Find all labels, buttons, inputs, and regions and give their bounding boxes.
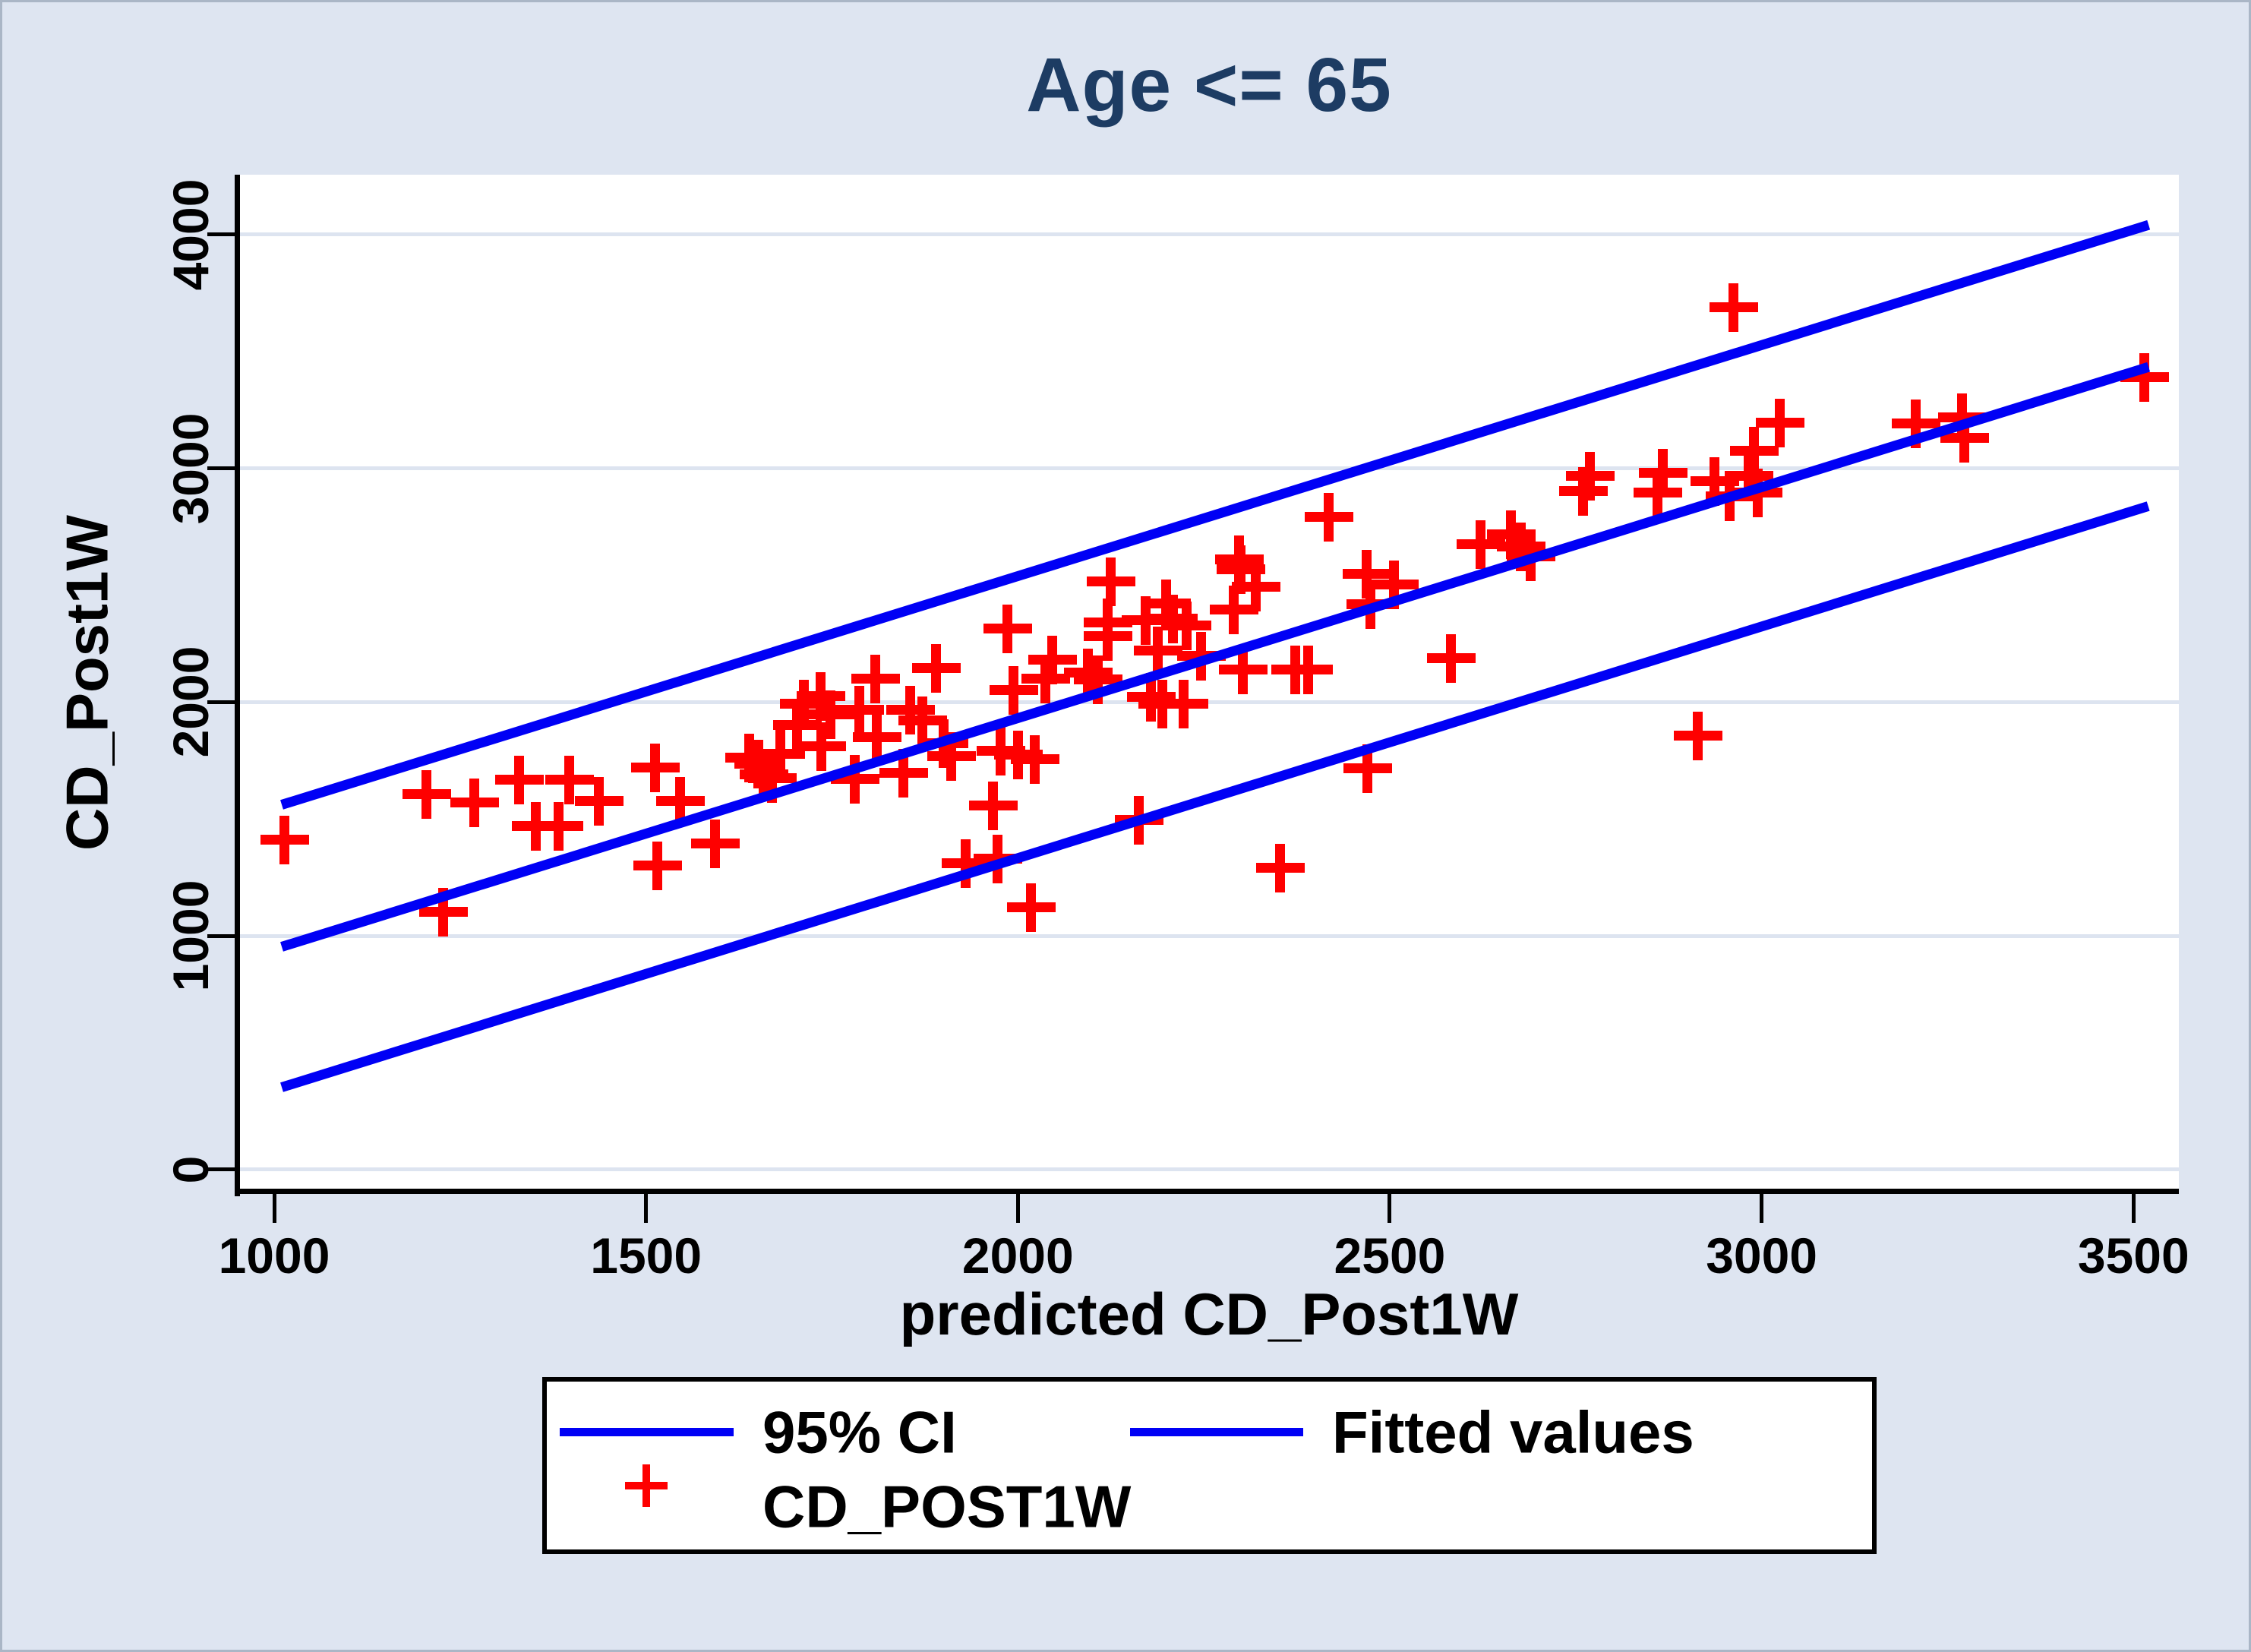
x-tick-1500	[644, 1191, 649, 1223]
x-tick-label-3000: 3000	[1706, 1227, 1818, 1284]
fitted-line-swatch	[1130, 1428, 1303, 1436]
y-tick-label-text: 3000	[163, 412, 219, 525]
gridline-y-3000	[239, 466, 2179, 471]
ci-line-swatch	[560, 1428, 734, 1436]
y-tick-3000	[207, 466, 239, 471]
gridline-y-1000	[239, 933, 2179, 938]
y-tick-1000	[207, 933, 239, 938]
y-tick-label-text: 2000	[163, 646, 219, 758]
y-tick-label-text: 0	[163, 1155, 219, 1184]
x-tick-3500	[2131, 1191, 2136, 1223]
x-axis-title: predicted CD_Post1W	[899, 1281, 1519, 1347]
x-tick-1000	[272, 1191, 276, 1223]
x-tick-label-3500: 3500	[2077, 1227, 2189, 1284]
x-axis-line	[235, 1189, 2179, 1194]
gridline-y-0	[239, 1167, 2179, 1172]
y-tick-2000	[207, 700, 239, 704]
x-tick-2000	[1015, 1191, 1020, 1223]
y-tick-label-text: 1000	[163, 880, 219, 992]
gridline-y-4000	[239, 232, 2179, 237]
chart-title: Age <= 65	[1026, 43, 1392, 128]
legend-label-scatter: CD_POST1W	[762, 1473, 1132, 1540]
x-tick-label-1000: 1000	[218, 1227, 330, 1284]
legend-label-fitted: Fitted values	[1332, 1398, 1694, 1466]
y-tick-4000	[207, 232, 239, 237]
y-axis-line	[235, 175, 240, 1196]
legend: 95% CI Fitted values CD_POST1W	[542, 1377, 1877, 1554]
gridline-y-2000	[239, 700, 2179, 704]
plot-area	[239, 175, 2179, 1191]
x-tick-label-2000: 2000	[961, 1227, 1074, 1284]
y-axis-title-text: CD_Post1W	[53, 514, 121, 851]
x-tick-2500	[1388, 1191, 1392, 1223]
y-tick-0	[207, 1167, 239, 1172]
legend-label-ci: 95% CI	[762, 1398, 957, 1466]
x-tick-label-1500: 1500	[590, 1227, 702, 1284]
x-tick-3000	[1760, 1191, 1764, 1223]
plus-marker-swatch	[625, 1464, 668, 1507]
y-tick-label-text: 4000	[163, 178, 219, 291]
x-tick-label-2500: 2500	[1334, 1227, 1446, 1284]
